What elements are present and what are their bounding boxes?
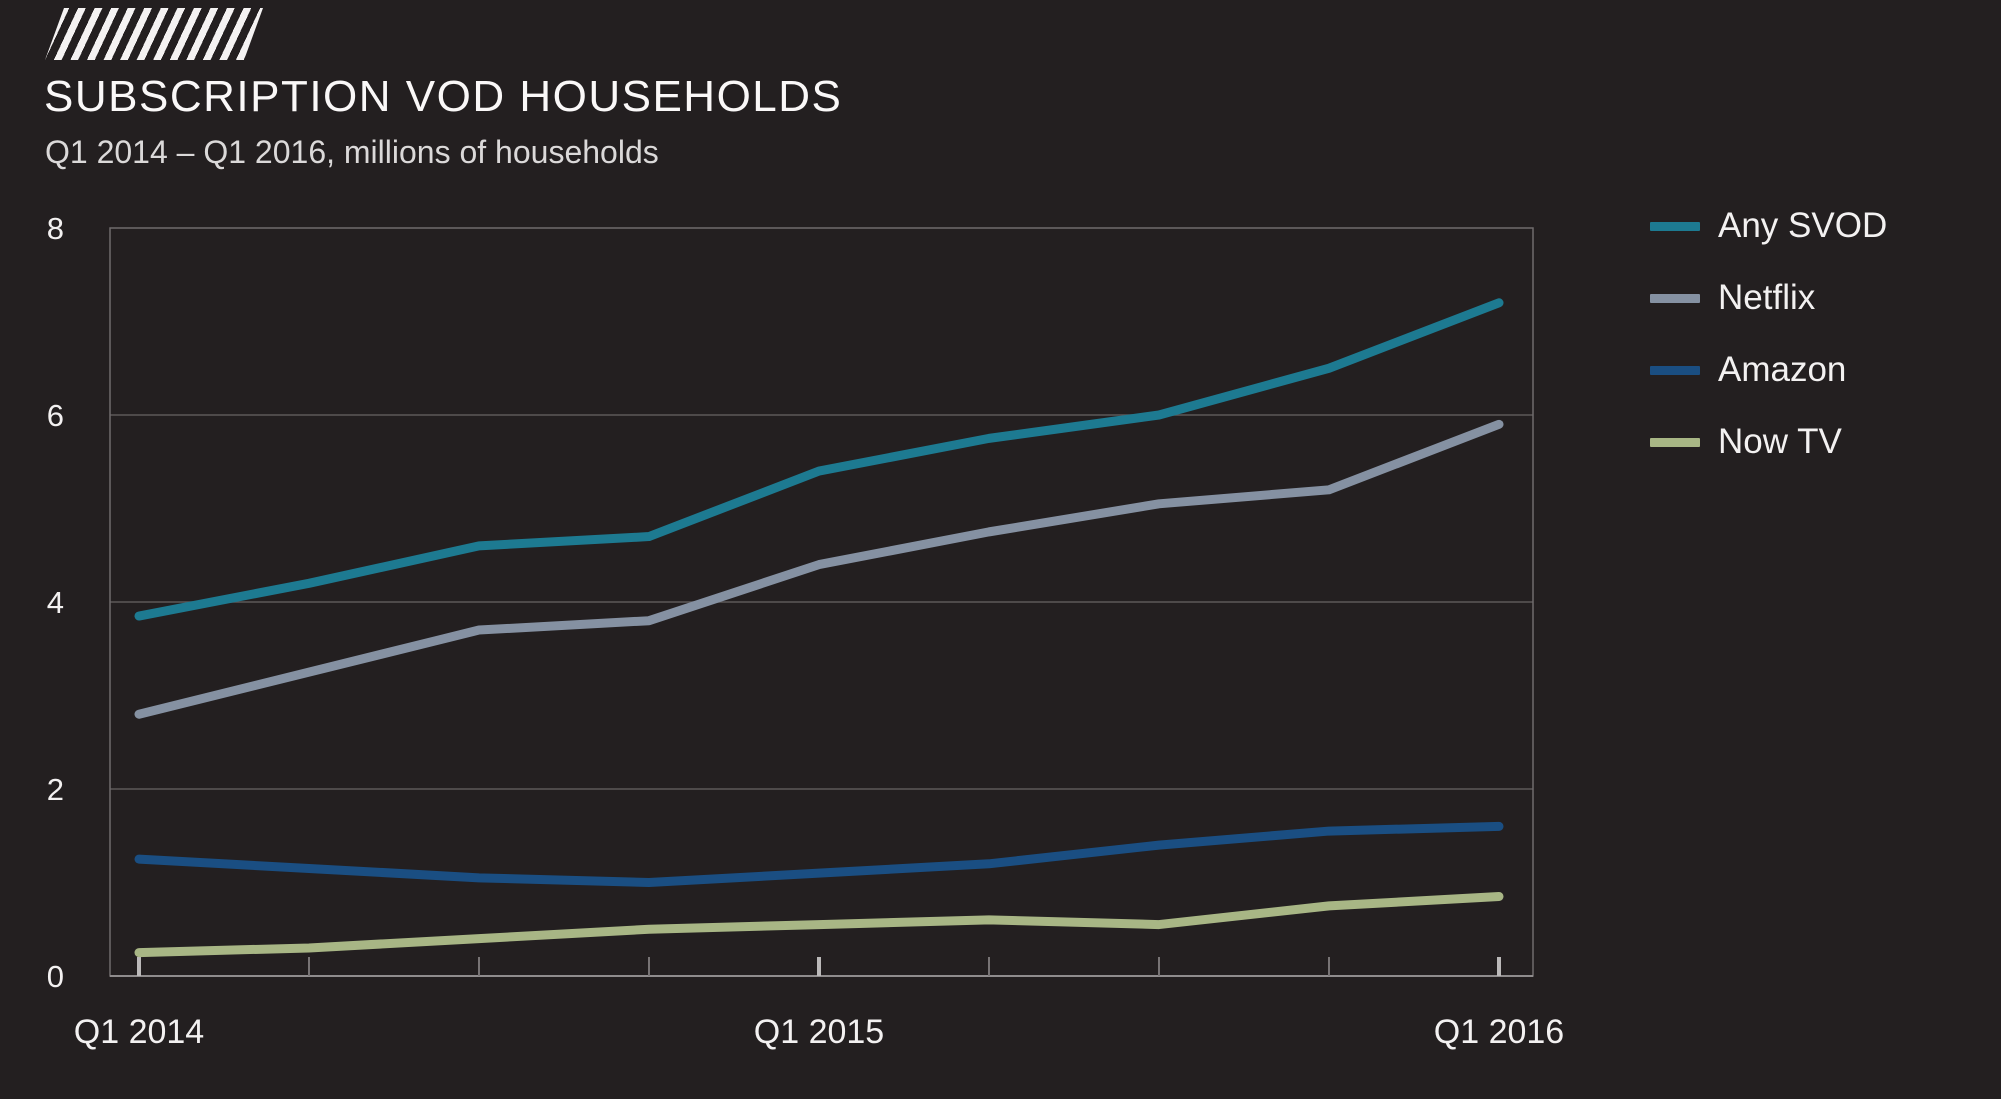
y-axis-label-0: 0 <box>47 959 64 994</box>
y-axis-label-6: 6 <box>47 398 64 433</box>
series-line-now-tv <box>134 892 1504 958</box>
series-line-any-svod <box>134 298 1504 621</box>
legend-item-amazon: Amazon <box>1650 350 1887 389</box>
legend-swatch-amazon <box>1650 365 1700 375</box>
legend-swatch-any-svod <box>1650 221 1700 231</box>
x-axis-label-q1-2016: Q1 2016 <box>1434 1013 1564 1051</box>
y-axis-label-8: 8 <box>47 211 64 246</box>
legend-label-netflix: Netflix <box>1718 278 1816 317</box>
y-axis-label-4: 4 <box>47 585 64 620</box>
legend-item-netflix: Netflix <box>1650 278 1887 317</box>
series-line-netflix <box>134 419 1504 719</box>
page-subtitle: Q1 2014 – Q1 2016, millions of household… <box>45 134 659 170</box>
y-axis-label-2: 2 <box>47 772 64 807</box>
legend-label-amazon: Amazon <box>1718 350 1847 389</box>
chart-legend: Any SVOD Netflix Amazon Now TV <box>1650 206 1888 461</box>
x-axis-label-q1-2015: Q1 2015 <box>754 1013 884 1051</box>
legend-swatch-now-tv <box>1650 437 1700 447</box>
page-title: SUBSCRIPTION VOD HOUSEHOLDS <box>44 72 843 121</box>
legend-swatch-netflix <box>1650 293 1700 303</box>
x-axis-label-q1-2014: Q1 2014 <box>74 1013 204 1051</box>
legend-label-now-tv: Now TV <box>1718 422 1842 461</box>
legend-label-any-svod: Any SVOD <box>1718 206 1888 245</box>
brand-stripes-logo <box>45 8 263 60</box>
series-line-amazon <box>134 821 1504 887</box>
legend-item-now-tv: Now TV <box>1650 422 1887 461</box>
legend-item-any-svod: Any SVOD <box>1650 206 1888 245</box>
